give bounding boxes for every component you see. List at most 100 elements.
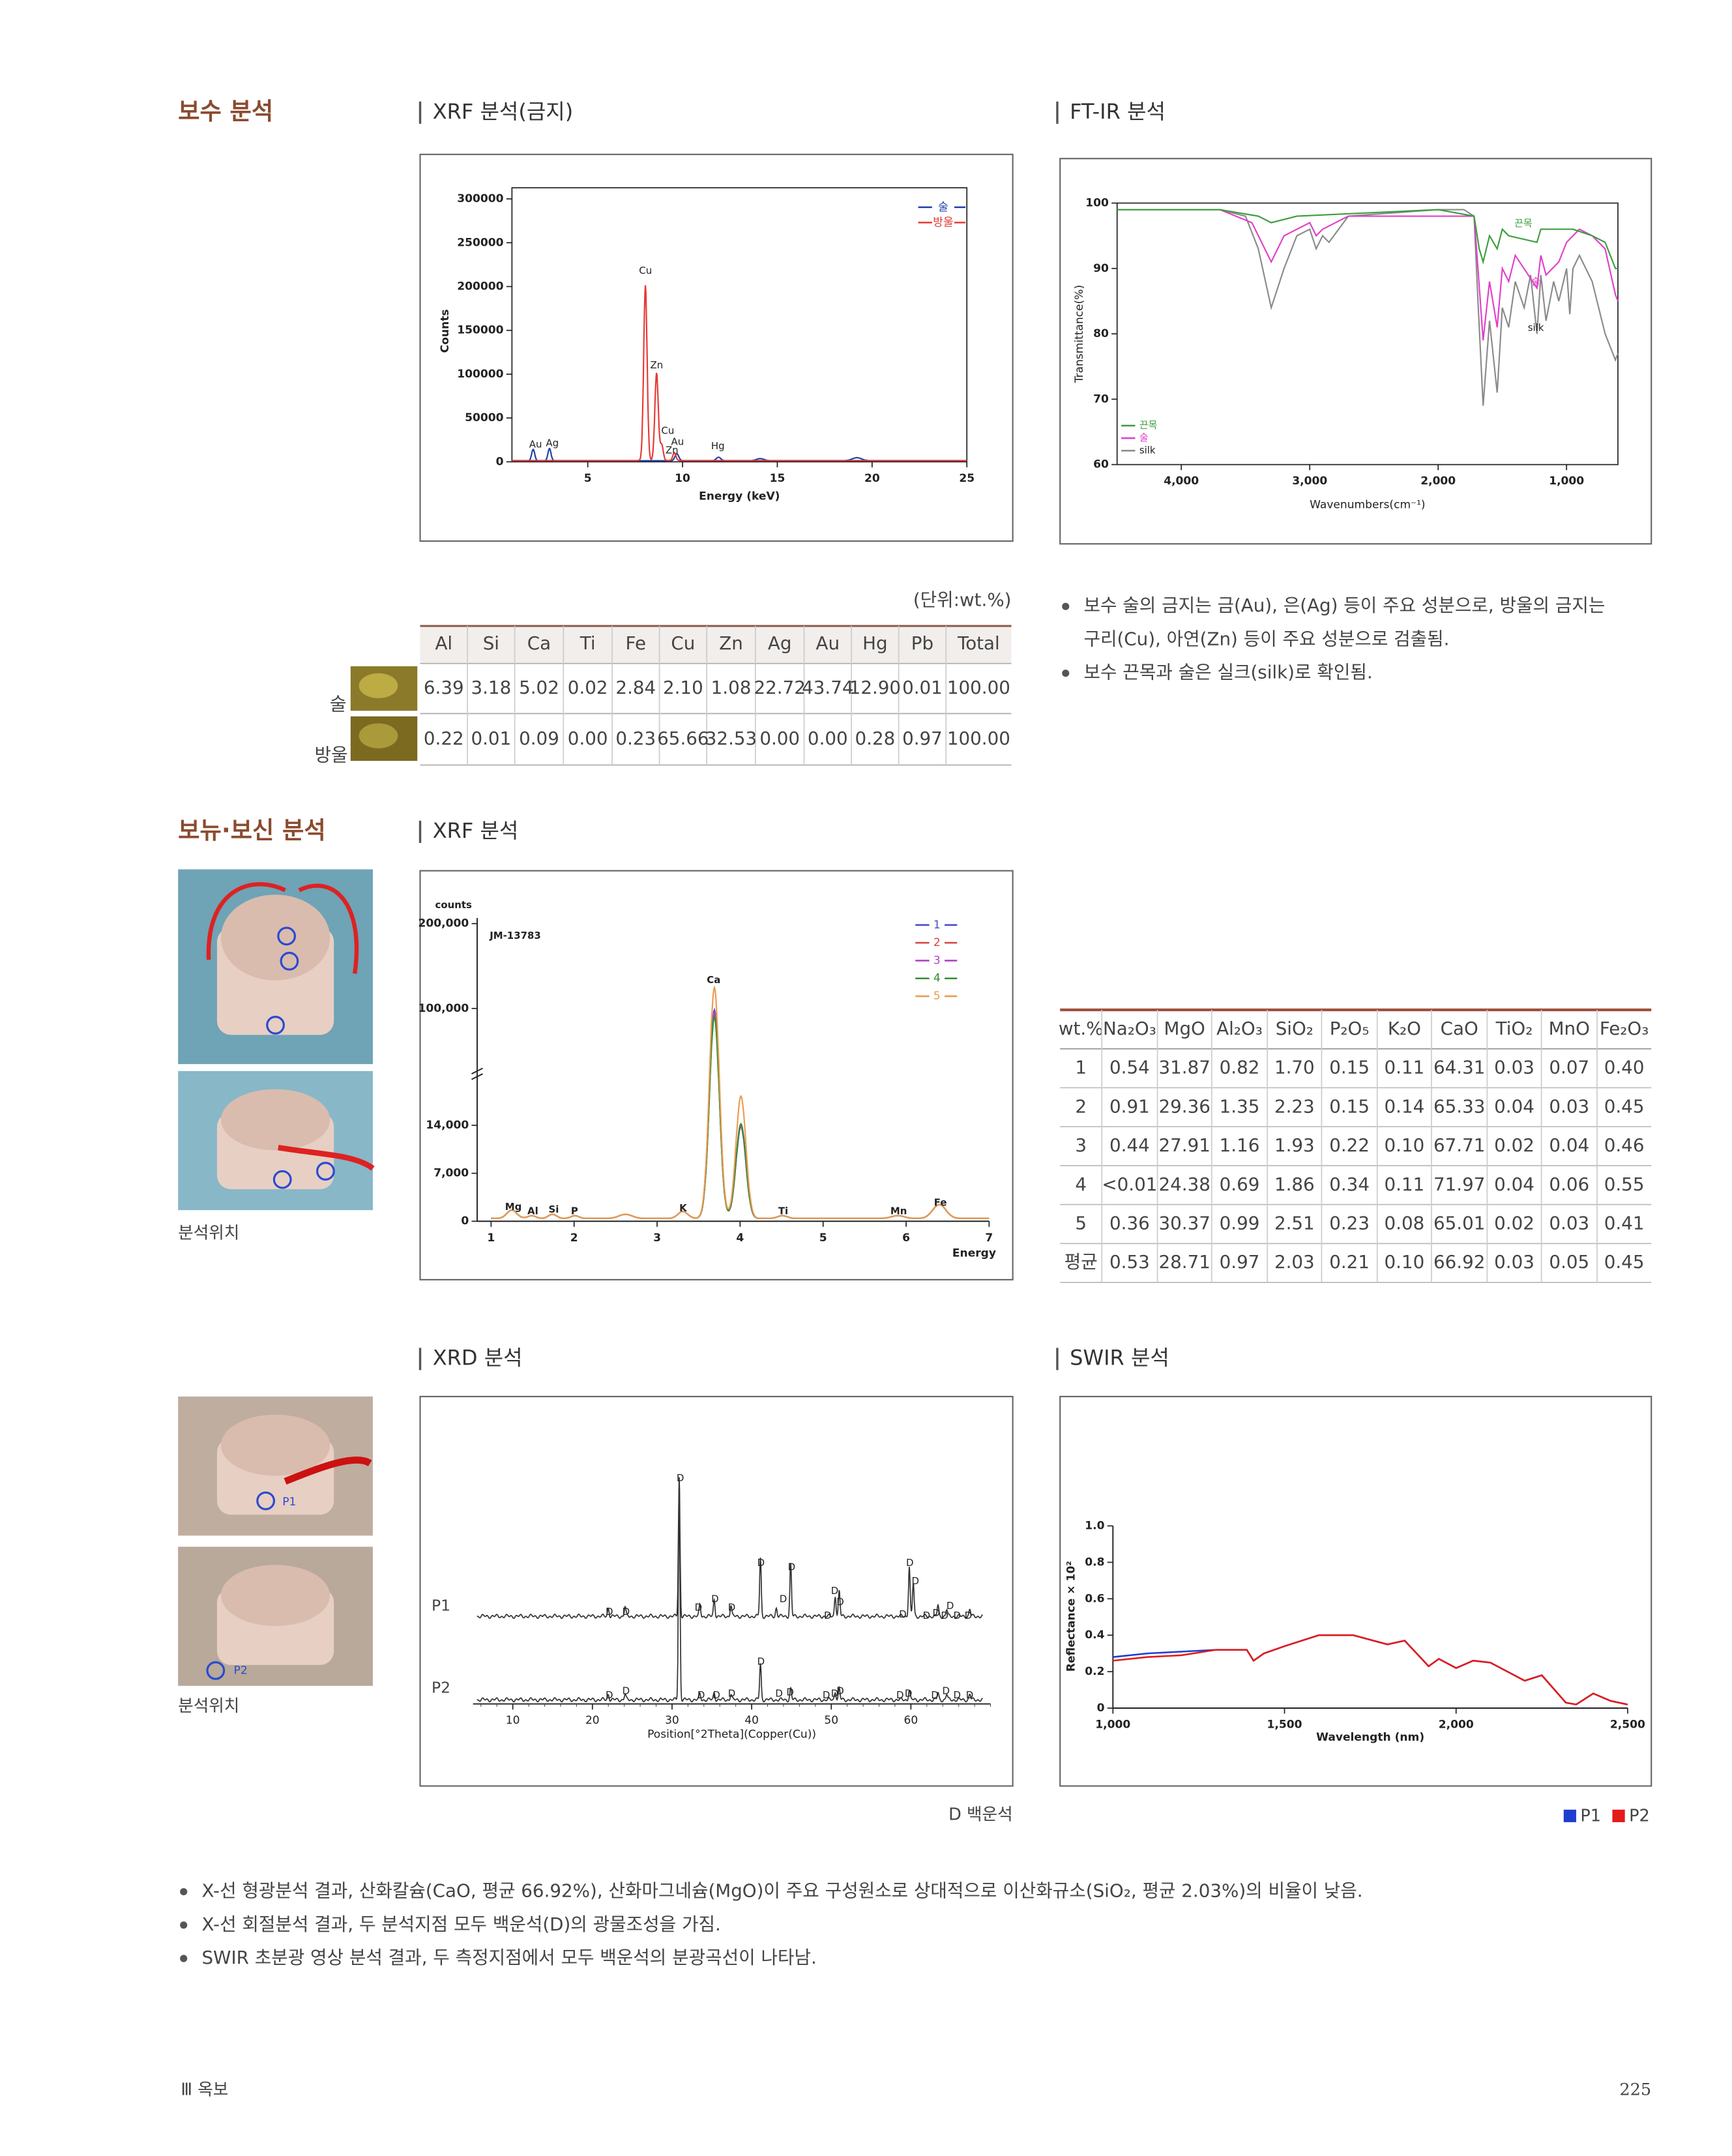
peak-label: D [912,1575,920,1587]
table-cell: 31.87 [1159,1057,1211,1078]
x-tick-label: 2,000 [1439,1719,1474,1732]
table-header: Al [435,632,452,654]
figure-frame [1059,1396,1652,1787]
table-cell: 1.35 [1220,1095,1260,1117]
table-cell: 2.03 [1274,1251,1315,1273]
table-cell: 0.97 [902,728,943,749]
x-tick-label: 6 [902,1232,910,1245]
table-cell: 100.00 [947,728,1010,749]
peak-label: D [896,1689,904,1701]
peak-label: D [954,1610,961,1621]
y-axis-label: counts [435,899,472,911]
peak-label: D [824,1610,832,1621]
peak-label: D [906,1557,914,1569]
table-cell: 0.10 [1385,1251,1425,1273]
table-cell: 1.86 [1274,1174,1315,1195]
bullet [180,1921,188,1929]
peak-label: D [899,1608,907,1620]
peak-label: Si [548,1204,559,1215]
legend-label: silk [1139,444,1156,456]
peak-label: D [923,1610,931,1621]
peak-label: D [606,1606,613,1617]
y-tick-label: 100,000 [418,1002,469,1015]
x-tick-label: 20 [864,472,880,485]
peak-label: D [757,1656,765,1668]
peak-label: D [933,1607,941,1619]
table-cell: 0.36 [1109,1213,1150,1234]
note-text: 구리(Cu), 아연(Zn) 등이 주요 성분으로 검출됨. [1083,628,1449,649]
peak-label: D [836,1596,844,1608]
summary-text: SWIR 초분광 영상 분석 결과, 두 측정지점에서 모두 백운석의 분광곡선… [201,1947,816,1968]
table-header: Al₂O₃ [1216,1018,1263,1039]
table-cell: 0.97 [1220,1251,1260,1273]
table-cell: 0.03 [1494,1057,1534,1078]
peak-label: Cu [661,424,674,436]
x-axis-label: Wavelength (nm) [1316,1731,1424,1744]
y-tick-label: 80 [1093,327,1109,340]
table-cell: 67.71 [1433,1134,1485,1156]
table-cell: 0.45 [1604,1251,1645,1273]
peak-label: D [623,1606,630,1617]
series-label: P2 [432,1679,450,1697]
analysis-point [280,951,299,971]
table-cell: 0.91 [1109,1095,1150,1117]
table-cell: 0.02 [568,677,608,698]
peak-label: D [695,1601,703,1613]
table-cell: 0.00 [759,728,800,749]
x-tick-label: 60 [904,1714,918,1727]
y-tick-label: 1.0 [1085,1520,1104,1533]
legend-label: 술 [938,201,948,214]
photo-object [220,1089,330,1151]
peak-label: D [931,1689,939,1701]
peak-label: D [711,1593,719,1605]
table-cell: 1.93 [1274,1134,1315,1156]
table-cell: 29.36 [1159,1095,1211,1117]
table-cell: 0.03 [1494,1251,1534,1273]
table-cell: 100.00 [947,677,1010,698]
table-cell: 0.55 [1604,1174,1645,1195]
table-cell: 0.41 [1604,1213,1645,1234]
table-cell: 0.14 [1385,1095,1425,1117]
table-header: Na₂O₃ [1103,1018,1156,1039]
footer-section: Ⅲ 옥보 [181,2080,228,2100]
photo-caption: 분석위치 [178,1223,239,1243]
table-cell: 0.11 [1385,1057,1425,1078]
x-tick-label: 1,000 [1095,1719,1130,1732]
photo-caption: 분석위치 [178,1696,239,1716]
table-cell: 0.09 [519,728,559,749]
table-cell: 65.66 [657,728,709,749]
peak-label: D [788,1561,796,1573]
x-tick-label: 5 [584,472,592,485]
y-tick-label: 150000 [457,324,503,337]
x-axis-label: Energy (keV) [699,490,780,503]
table-cell: 0.03 [1549,1095,1589,1117]
peak-label: Mn [890,1205,907,1217]
table-header: MnO [1549,1018,1590,1039]
peak-label: D [966,1689,974,1701]
peak-label: D [905,1688,913,1700]
table-cell: 0.22 [424,728,464,749]
table-cell: 0.11 [1385,1174,1425,1195]
x-tick-label: 3 [653,1232,661,1245]
peak-label: D [823,1689,830,1701]
section-title: 보뉴·보신 분석 [178,816,326,844]
y-axis-label: Transmittance(%) [1073,285,1086,383]
table-cell: <0.01 [1102,1174,1157,1195]
x-tick-label: 7 [985,1232,993,1245]
peak-label: Ca [707,974,720,986]
table-cell: 66.92 [1433,1251,1485,1273]
legend-label: 1 [933,919,941,932]
x-tick-label: 20 [585,1714,600,1727]
table-cell: 0.07 [1549,1057,1589,1078]
photo-cord [206,882,359,974]
table-cell: 43.74 [802,677,853,698]
table-header: Ag [768,632,792,654]
table-cell: 1.08 [711,677,752,698]
spectrum-curve [1113,1634,1628,1706]
peak-label: Zn [666,444,679,456]
peak-label: Cu [639,265,652,276]
table-header: TiO₂ [1495,1018,1533,1039]
x-tick-label: 30 [665,1714,679,1727]
photo-object [220,894,330,981]
